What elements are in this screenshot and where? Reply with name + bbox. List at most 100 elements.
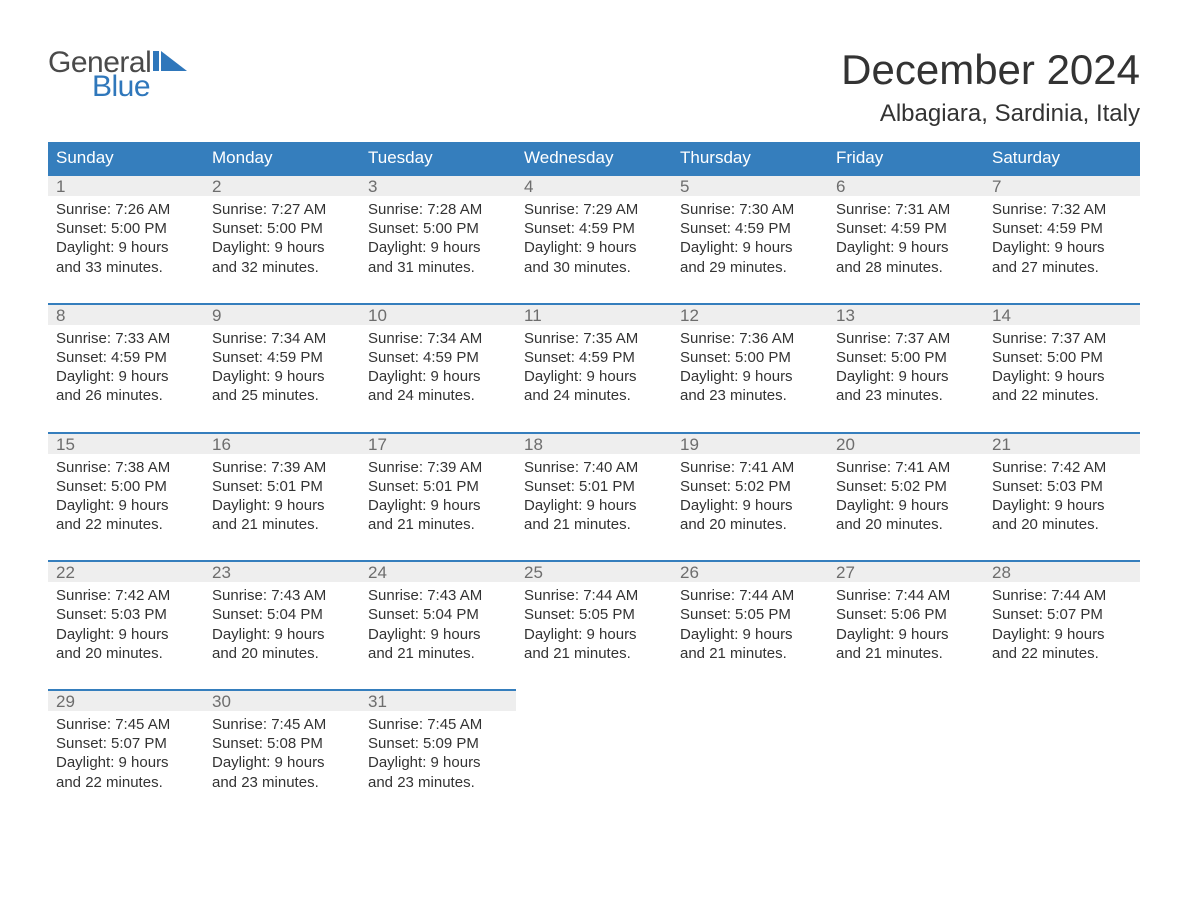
calendar-day: 3Sunrise: 7:28 AMSunset: 5:00 PMDaylight… — [360, 174, 516, 277]
calendar-day: 4Sunrise: 7:29 AMSunset: 4:59 PMDaylight… — [516, 174, 672, 277]
sunset-text: Sunset: 5:00 PM — [992, 348, 1132, 367]
daylight-text-l1: Daylight: 9 hours — [56, 238, 196, 257]
day-number: 8 — [48, 303, 204, 325]
dow-header-cell: Saturday — [984, 142, 1140, 174]
daylight-text-l2: and 31 minutes. — [368, 258, 508, 277]
day-details: Sunrise: 7:40 AMSunset: 5:01 PMDaylight:… — [516, 454, 672, 535]
sunrise-text: Sunrise: 7:44 AM — [992, 586, 1132, 605]
daylight-text-l1: Daylight: 9 hours — [212, 496, 352, 515]
day-details: Sunrise: 7:39 AMSunset: 5:01 PMDaylight:… — [204, 454, 360, 535]
day-number: 1 — [48, 174, 204, 196]
sunset-text: Sunset: 5:00 PM — [368, 219, 508, 238]
daylight-text-l1: Daylight: 9 hours — [368, 367, 508, 386]
day-details: Sunrise: 7:28 AMSunset: 5:00 PMDaylight:… — [360, 196, 516, 277]
daylight-text-l2: and 33 minutes. — [56, 258, 196, 277]
day-number: 12 — [672, 303, 828, 325]
daylight-text-l1: Daylight: 9 hours — [368, 496, 508, 515]
sunrise-text: Sunrise: 7:38 AM — [56, 458, 196, 477]
daylight-text-l2: and 22 minutes. — [56, 773, 196, 792]
calendar-day: 10Sunrise: 7:34 AMSunset: 4:59 PMDayligh… — [360, 303, 516, 406]
calendar-week: 1Sunrise: 7:26 AMSunset: 5:00 PMDaylight… — [48, 174, 1140, 277]
calendar-day: 31Sunrise: 7:45 AMSunset: 5:09 PMDayligh… — [360, 689, 516, 792]
day-number: 10 — [360, 303, 516, 325]
day-details: Sunrise: 7:29 AMSunset: 4:59 PMDaylight:… — [516, 196, 672, 277]
sunset-text: Sunset: 5:07 PM — [992, 605, 1132, 624]
sunset-text: Sunset: 4:59 PM — [680, 219, 820, 238]
sunrise-text: Sunrise: 7:37 AM — [992, 329, 1132, 348]
daylight-text-l1: Daylight: 9 hours — [680, 238, 820, 257]
dow-header-cell: Tuesday — [360, 142, 516, 174]
sunrise-text: Sunrise: 7:32 AM — [992, 200, 1132, 219]
day-number: 17 — [360, 432, 516, 454]
daylight-text-l1: Daylight: 9 hours — [992, 625, 1132, 644]
calendar-day: 6Sunrise: 7:31 AMSunset: 4:59 PMDaylight… — [828, 174, 984, 277]
calendar-day: 14Sunrise: 7:37 AMSunset: 5:00 PMDayligh… — [984, 303, 1140, 406]
daylight-text-l1: Daylight: 9 hours — [836, 625, 976, 644]
dow-header-cell: Friday — [828, 142, 984, 174]
day-details: Sunrise: 7:37 AMSunset: 5:00 PMDaylight:… — [828, 325, 984, 406]
daylight-text-l1: Daylight: 9 hours — [680, 496, 820, 515]
daylight-text-l1: Daylight: 9 hours — [56, 496, 196, 515]
day-details: Sunrise: 7:45 AMSunset: 5:07 PMDaylight:… — [48, 711, 204, 792]
calendar-day: 13Sunrise: 7:37 AMSunset: 5:00 PMDayligh… — [828, 303, 984, 406]
daylight-text-l1: Daylight: 9 hours — [524, 625, 664, 644]
sunset-text: Sunset: 5:05 PM — [680, 605, 820, 624]
sunrise-text: Sunrise: 7:29 AM — [524, 200, 664, 219]
calendar-day: 30Sunrise: 7:45 AMSunset: 5:08 PMDayligh… — [204, 689, 360, 792]
sunset-text: Sunset: 4:59 PM — [524, 219, 664, 238]
daylight-text-l2: and 20 minutes. — [836, 515, 976, 534]
day-details: Sunrise: 7:44 AMSunset: 5:06 PMDaylight:… — [828, 582, 984, 663]
sunset-text: Sunset: 5:00 PM — [836, 348, 976, 367]
sunrise-text: Sunrise: 7:39 AM — [368, 458, 508, 477]
sunrise-text: Sunrise: 7:34 AM — [212, 329, 352, 348]
day-number: 22 — [48, 560, 204, 582]
calendar-day: 29Sunrise: 7:45 AMSunset: 5:07 PMDayligh… — [48, 689, 204, 792]
logo-word-blue: Blue — [92, 74, 150, 100]
daylight-text-l2: and 21 minutes. — [524, 515, 664, 534]
daylight-text-l1: Daylight: 9 hours — [524, 496, 664, 515]
day-details: Sunrise: 7:41 AMSunset: 5:02 PMDaylight:… — [828, 454, 984, 535]
daylight-text-l2: and 28 minutes. — [836, 258, 976, 277]
daylight-text-l1: Daylight: 9 hours — [680, 625, 820, 644]
dow-header-cell: Thursday — [672, 142, 828, 174]
sunrise-text: Sunrise: 7:36 AM — [680, 329, 820, 348]
sunrise-text: Sunrise: 7:31 AM — [836, 200, 976, 219]
daylight-text-l1: Daylight: 9 hours — [680, 367, 820, 386]
sunrise-text: Sunrise: 7:35 AM — [524, 329, 664, 348]
sunset-text: Sunset: 5:00 PM — [56, 219, 196, 238]
day-details: Sunrise: 7:42 AMSunset: 5:03 PMDaylight:… — [984, 454, 1140, 535]
sunset-text: Sunset: 5:04 PM — [368, 605, 508, 624]
daylight-text-l1: Daylight: 9 hours — [368, 238, 508, 257]
daylight-text-l2: and 24 minutes. — [524, 386, 664, 405]
day-details: Sunrise: 7:44 AMSunset: 5:07 PMDaylight:… — [984, 582, 1140, 663]
calendar-day: 7Sunrise: 7:32 AMSunset: 4:59 PMDaylight… — [984, 174, 1140, 277]
sunrise-text: Sunrise: 7:44 AM — [680, 586, 820, 605]
sunset-text: Sunset: 4:59 PM — [836, 219, 976, 238]
calendar-week: 22Sunrise: 7:42 AMSunset: 5:03 PMDayligh… — [48, 560, 1140, 663]
logo-text: General Blue — [48, 50, 187, 99]
day-number: 24 — [360, 560, 516, 582]
day-number: 14 — [984, 303, 1140, 325]
day-details: Sunrise: 7:42 AMSunset: 5:03 PMDaylight:… — [48, 582, 204, 663]
day-number: 16 — [204, 432, 360, 454]
sunrise-text: Sunrise: 7:42 AM — [992, 458, 1132, 477]
daylight-text-l2: and 27 minutes. — [992, 258, 1132, 277]
calendar-day: 1Sunrise: 7:26 AMSunset: 5:00 PMDaylight… — [48, 174, 204, 277]
day-number: 3 — [360, 174, 516, 196]
daylight-text-l2: and 22 minutes. — [992, 644, 1132, 663]
daylight-text-l2: and 21 minutes. — [368, 515, 508, 534]
daylight-text-l2: and 20 minutes. — [212, 644, 352, 663]
calendar-day: 27Sunrise: 7:44 AMSunset: 5:06 PMDayligh… — [828, 560, 984, 663]
calendar-day: 9Sunrise: 7:34 AMSunset: 4:59 PMDaylight… — [204, 303, 360, 406]
day-number: 2 — [204, 174, 360, 196]
calendar-day: 25Sunrise: 7:44 AMSunset: 5:05 PMDayligh… — [516, 560, 672, 663]
dow-header-cell: Wednesday — [516, 142, 672, 174]
daylight-text-l2: and 23 minutes. — [212, 773, 352, 792]
sunset-text: Sunset: 5:03 PM — [56, 605, 196, 624]
sunset-text: Sunset: 5:01 PM — [368, 477, 508, 496]
daylight-text-l2: and 26 minutes. — [56, 386, 196, 405]
sunset-text: Sunset: 5:02 PM — [836, 477, 976, 496]
day-details: Sunrise: 7:37 AMSunset: 5:00 PMDaylight:… — [984, 325, 1140, 406]
sunrise-text: Sunrise: 7:45 AM — [56, 715, 196, 734]
calendar: SundayMondayTuesdayWednesdayThursdayFrid… — [48, 142, 1140, 792]
